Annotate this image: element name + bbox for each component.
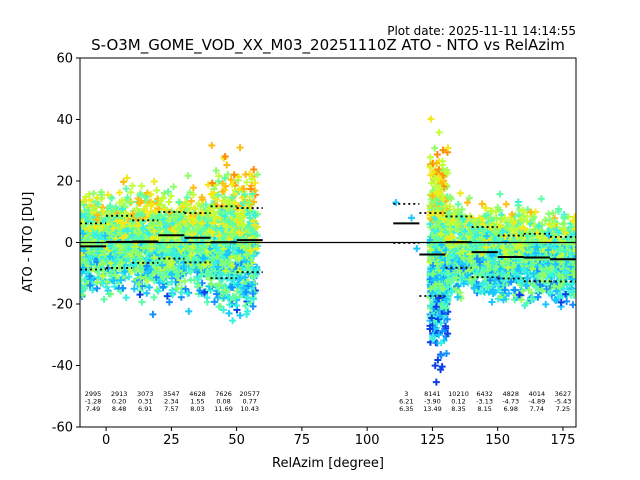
plot-date: Plot date: 2025-11-11 14:14:55 — [387, 24, 576, 38]
scatter-point — [431, 144, 439, 152]
scatter-point — [225, 309, 233, 317]
scatter-point — [542, 300, 550, 308]
scatter-point — [248, 175, 256, 183]
scatter-point — [250, 165, 258, 173]
scatter-point — [488, 298, 496, 306]
scatter-point — [186, 188, 194, 196]
scatter-point — [128, 182, 136, 190]
scatter-point — [138, 182, 146, 190]
scatter-point — [569, 301, 576, 309]
scatter-point — [143, 289, 151, 297]
scatter-point — [93, 284, 101, 292]
scatter-point — [242, 171, 250, 179]
scatter-point — [145, 283, 153, 291]
scatter-point — [122, 185, 130, 193]
scatter-point — [130, 285, 138, 293]
scatter-point — [150, 177, 158, 185]
scatter-point — [136, 291, 144, 299]
scatter-point — [80, 197, 88, 205]
scatter-point — [163, 281, 171, 289]
scatter-point — [502, 200, 510, 208]
scatter-point — [90, 189, 98, 197]
scatter-point — [433, 151, 441, 159]
scatter-point — [138, 298, 146, 306]
scatter-point — [435, 128, 443, 136]
scatter-point — [236, 311, 244, 319]
scatter-point — [100, 295, 108, 303]
scatter-point — [80, 276, 85, 284]
scatter-point — [150, 293, 158, 301]
scatter-point — [127, 188, 135, 196]
scatter-point — [104, 191, 112, 199]
scatter-point — [152, 245, 160, 253]
scatter-point — [243, 178, 251, 186]
scatter-point — [177, 288, 185, 296]
scatter-point — [165, 298, 173, 306]
scatter-point — [111, 283, 119, 291]
scatter-point — [208, 142, 216, 150]
scatter-point — [136, 199, 144, 207]
scatter-point — [116, 189, 124, 197]
scatter-point — [511, 286, 519, 294]
scatter-point — [170, 183, 178, 191]
scatter-points — [80, 115, 576, 386]
scatter-point — [122, 294, 130, 302]
scatter-point — [223, 161, 231, 169]
scatter-point — [454, 200, 462, 208]
scatter-point — [153, 186, 161, 194]
scatter-point — [212, 167, 220, 175]
scatter-point — [119, 178, 127, 186]
scatter-point — [432, 378, 440, 386]
scatter-point — [185, 307, 193, 315]
scatter-point — [545, 210, 553, 218]
scatter-point — [537, 195, 545, 203]
scatter-point — [456, 189, 464, 197]
scatter-point — [236, 144, 244, 152]
scatter-point — [229, 317, 237, 325]
scatter-point — [251, 186, 259, 194]
scatter-point — [189, 184, 197, 192]
scatter-point — [214, 191, 222, 199]
scatter-point — [149, 310, 157, 318]
scatter-point — [427, 115, 435, 123]
scatter-point — [123, 174, 131, 182]
scatter-point — [233, 287, 241, 295]
scatter-point — [184, 172, 192, 180]
scatter-point — [153, 286, 161, 294]
scatter-point — [184, 289, 192, 297]
chart-title: S-O3M_GOME_VOD_XX_M03_20251110Z ATO - NT… — [91, 36, 565, 55]
scatter-point — [108, 194, 116, 202]
scatter-point — [496, 190, 504, 198]
